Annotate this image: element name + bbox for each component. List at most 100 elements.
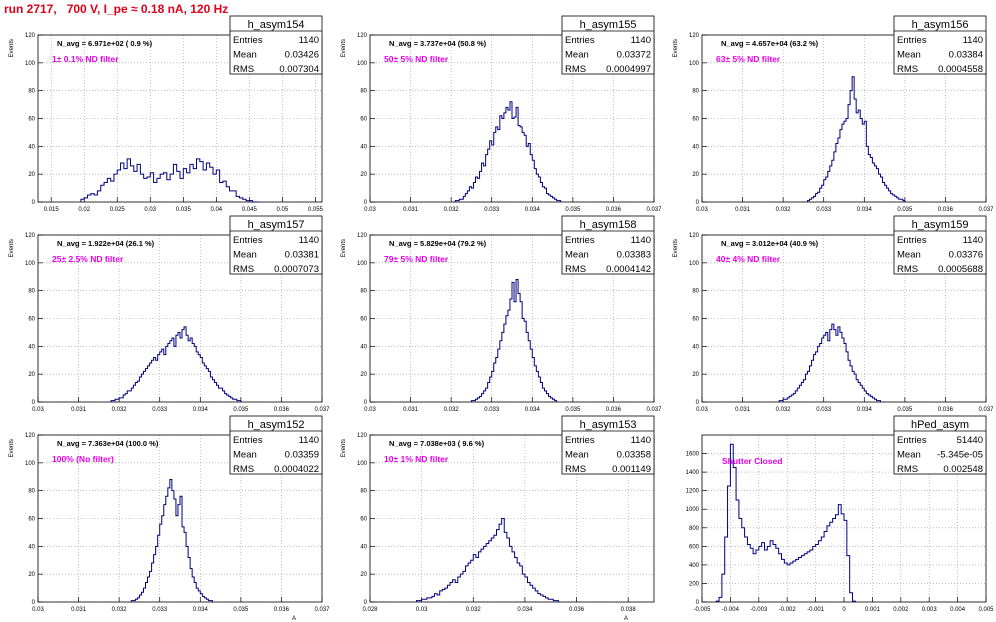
stats-value: 1140 [299,435,319,446]
x-tick-label: 0.036 [569,607,585,613]
x-axis-title: A [624,616,628,622]
histogram-panel-h_asym154: 0.015 0.02 0.025 0.03 0.035 0.04 0.045 0.05 0.05… [9,15,324,222]
histogram-line [806,76,906,202]
stats-label: Entries [233,35,263,46]
y-tick-label: 800 [689,526,700,532]
stats-value: 0.0005688 [938,264,983,275]
y-tick-label: 120 [357,233,368,239]
x-tick-label: 0.037 [646,207,662,213]
x-tick-label: 0.033 [484,407,500,413]
y-tick-label: 0 [364,600,368,606]
histogram-line [415,518,559,602]
x-tick-label: 0.032 [466,607,482,613]
navg-label: N_avg = 6.971e+02 ( 0.9 %) [57,39,153,48]
y-tick-label: 20 [28,372,35,378]
y-axis-title: Events [341,439,347,457]
stats-value: 0.007304 [279,64,319,75]
x-tick-label: 0.033 [152,607,168,613]
x-tick-label: 0.036 [938,207,954,213]
x-tick-label: 0.034 [517,607,533,613]
y-tick-label: 0 [696,600,700,606]
histogram-name: h_asym153 [580,419,637,431]
x-tick-label: 0.05 [277,207,289,213]
x-tick-label: -0.003 [750,607,768,613]
y-axis-title: Events [9,239,15,257]
filter-note: 100% (No filter) [52,454,114,464]
stats-label: Mean [565,250,589,261]
y-tick-label: 120 [689,33,700,39]
y-tick-label: 40 [28,344,35,350]
stats-box [229,215,323,275]
x-tick-label: 0.036 [938,407,954,413]
navg-label: N_avg = 5.829e+04 (79.2 %) [389,239,487,248]
x-tick-label: 0.03 [696,207,708,213]
x-tick-label: 0.003 [922,607,938,613]
y-tick-label: 60 [28,517,35,523]
stats-value: 0.03383 [617,250,651,261]
stats-value: 0.0004022 [274,464,319,475]
stats-value: 0.03372 [617,50,651,61]
y-tick-label: 120 [25,233,36,239]
stats-label: Mean [233,50,257,61]
histogram-name: h_asym154 [248,19,305,31]
y-axis-title: Events [673,39,679,57]
x-tick-label: 0.03 [364,407,376,413]
x-tick-label: 0.031 [71,407,87,413]
x-tick-label: -0.004 [722,607,740,613]
stats-value: 0.03384 [949,50,983,61]
x-tick-label: 0.005 [978,607,994,613]
stats-label: Entries [233,235,263,246]
x-tick-label: 0.03 [32,407,44,413]
histogram-name: h_asym159 [912,219,969,231]
stats-value: 1140 [299,35,319,46]
stats-label: RMS [565,264,586,275]
stats-label: RMS [233,264,254,275]
histogram-panel-h_asym158: 0.03 0.031 0.032 0.033 0.034 0.035 0.036 0.037 0… [341,215,662,422]
x-tick-label: 0.034 [525,407,541,413]
y-tick-label: 40 [692,144,699,150]
stats-value: 1140 [963,235,983,246]
y-tick-label: 80 [692,89,699,95]
stats-label: RMS [233,64,254,75]
stats-label: RMS [897,264,918,275]
x-tick-label: 0.038 [621,607,637,613]
stats-value: 0.0004997 [606,64,651,75]
stats-value: 0.0004142 [606,264,651,275]
x-tick-label: 0.034 [193,407,209,413]
x-tick-label: 0.02 [78,207,90,213]
y-tick-label: 60 [360,117,367,123]
y-tick-label: 20 [360,372,367,378]
x-tick-label: 0.035 [897,407,913,413]
stats-value: -5.345e-05 [937,450,983,461]
stats-value: 0.03359 [285,450,319,461]
navg-label: N_avg = 1.922e+04 (26.1 %) [57,239,155,248]
stats-label: Entries [233,435,263,446]
x-tick-label: 0.055 [308,207,324,213]
y-axis-title: Events [341,39,347,57]
y-tick-label: 40 [28,144,35,150]
stats-box [229,415,323,475]
y-tick-label: 1000 [686,507,700,513]
x-tick-label: 0.032 [444,207,460,213]
y-tick-label: 20 [692,372,699,378]
x-tick-label: 0.034 [193,607,209,613]
stats-value: 1140 [631,435,651,446]
filter-note: 40± 4% ND filter [716,254,781,264]
stats-label: RMS [897,464,918,475]
y-tick-label: 40 [360,544,367,550]
x-tick-label: 0.032 [112,607,128,613]
stats-box [561,215,655,275]
x-tick-label: 0.031 [735,407,751,413]
filter-note: 1± 0.1% ND filter [52,54,119,64]
y-tick-label: 40 [360,144,367,150]
stats-label: Entries [897,35,927,46]
x-axis-title: A [292,616,296,622]
x-tick-label: 0.036 [274,407,290,413]
stats-label: Mean [565,50,589,61]
y-tick-label: 400 [689,563,700,569]
x-tick-label: 0.04 [210,207,222,213]
y-axis-title: Events [9,39,15,57]
y-tick-label: 40 [28,544,35,550]
stats-value: 1140 [631,35,651,46]
x-tick-label: 0.032 [776,407,792,413]
